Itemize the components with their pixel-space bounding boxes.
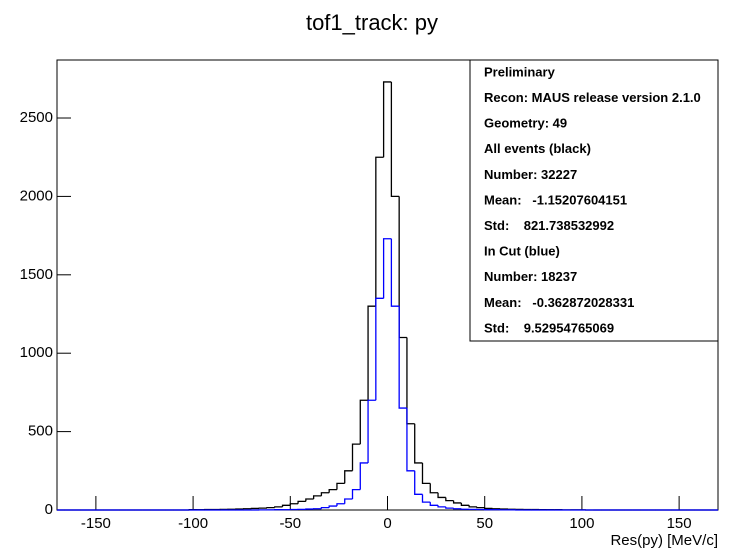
- stats-line: Recon: MAUS release version 2.1.0: [484, 90, 701, 105]
- chart-title: tof1_track: py: [306, 10, 438, 35]
- histogram-bin: [452, 500, 462, 504]
- histogram-bin: [289, 503, 299, 506]
- histogram-bin: [336, 482, 345, 490]
- histogram-bin: [421, 462, 431, 484]
- y-tick-label: 0: [45, 501, 53, 518]
- histogram-bin: [468, 505, 477, 508]
- histogram-bin: [460, 502, 470, 506]
- stats-line: Std: 9.52954765069: [484, 320, 614, 335]
- x-tick-label: -50: [279, 515, 301, 532]
- stats-line: Number: 18237: [484, 269, 577, 284]
- histogram-bin: [406, 408, 415, 472]
- stats-line: Preliminary: [484, 64, 556, 79]
- x-axis-label: Res(py) [MeV/c]: [610, 532, 718, 549]
- y-tick-label: 1500: [20, 266, 53, 283]
- histogram-bin: [452, 508, 462, 510]
- stats-line: All events (black): [484, 141, 591, 156]
- histogram-bin: [312, 495, 322, 500]
- histogram-bin: [382, 81, 392, 158]
- histogram-bin: [305, 498, 314, 502]
- histogram-bin: [445, 497, 454, 502]
- x-tick-label: 50: [476, 515, 493, 532]
- histogram-bin: [359, 462, 369, 490]
- histogram-bin: [429, 483, 439, 494]
- histogram-bin: [437, 492, 446, 499]
- histogram-bin: [351, 488, 361, 500]
- histogram-bin: [351, 443, 361, 471]
- histogram-bin: [367, 399, 376, 463]
- histogram-bin: [328, 488, 337, 493]
- histogram-bin: [445, 506, 454, 509]
- histogram-bin: [375, 156, 384, 307]
- stats-line: Geometry: 49: [484, 116, 567, 131]
- histogram-bin: [382, 238, 392, 299]
- histogram-bin: [484, 507, 493, 510]
- histogram-bin: [414, 423, 423, 464]
- histogram-bin: [320, 492, 330, 496]
- x-tick-label: -100: [178, 515, 208, 532]
- histogram-bin: [437, 505, 446, 508]
- y-tick-label: 1000: [20, 344, 53, 361]
- y-tick-label: 2500: [20, 109, 53, 126]
- histogram-bin: [344, 498, 353, 504]
- histogram-bin: [367, 305, 376, 401]
- histogram-bin: [344, 470, 353, 484]
- histogram-bin: [390, 81, 400, 198]
- x-tick-label: -150: [81, 515, 111, 532]
- histogram-bin: [359, 399, 369, 445]
- histogram-bin: [390, 238, 400, 307]
- stats-line: Number: 32227: [484, 167, 577, 182]
- y-tick-label: 2000: [20, 187, 53, 204]
- x-tick-label: 100: [569, 515, 594, 532]
- histogram-bin: [281, 504, 291, 507]
- x-tick-label: 0: [383, 515, 391, 532]
- histogram-bin: [297, 500, 306, 504]
- histogram-bin: [398, 306, 407, 409]
- x-tick-label: 150: [667, 515, 692, 532]
- stats-line: Std: 821.738532992: [484, 218, 614, 233]
- y-tick-label: 500: [28, 423, 53, 440]
- stats-line: In Cut (blue): [484, 244, 560, 259]
- histogram-bin: [336, 503, 345, 507]
- histogram-bin: [414, 470, 423, 495]
- histogram-bin: [476, 506, 485, 509]
- stats-line: Mean: -1.15207604151: [484, 192, 627, 207]
- histogram-bin: [320, 506, 330, 509]
- stats-line: Mean: -0.362872028331: [484, 295, 634, 310]
- histogram-bin: [274, 506, 283, 508]
- histogram-bin: [375, 297, 384, 401]
- histogram-bin: [328, 505, 337, 508]
- histogram-bin: [429, 502, 439, 506]
- stats-box: [469, 59, 719, 342]
- histogram-bin: [421, 494, 431, 503]
